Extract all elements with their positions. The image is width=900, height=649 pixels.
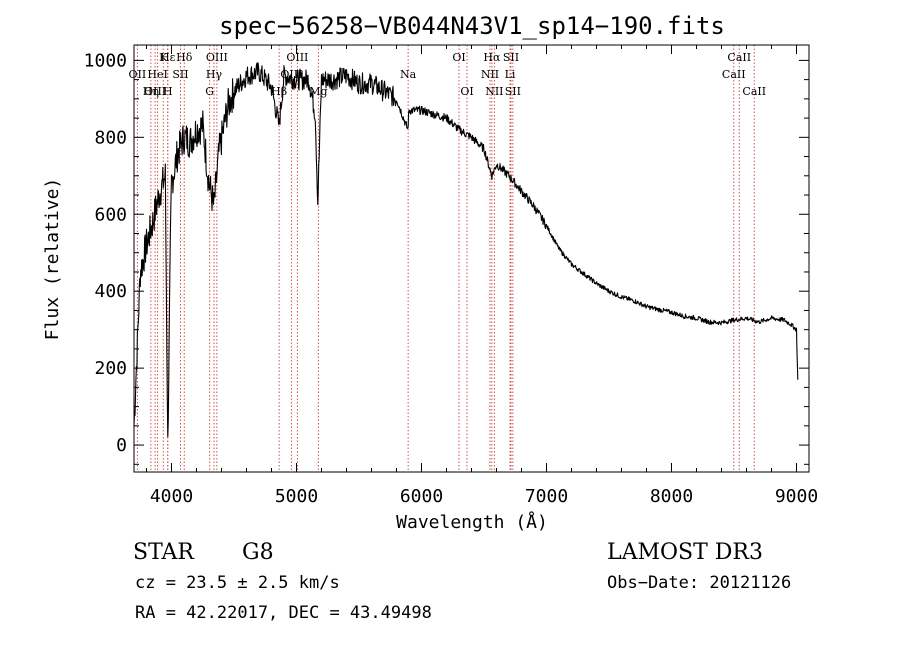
spectral-line-label: SII bbox=[503, 51, 519, 64]
x-axis-label: Wavelength (Å) bbox=[396, 511, 548, 533]
spectral-line-label: OIII bbox=[286, 51, 308, 64]
object-class: STAR bbox=[133, 540, 194, 565]
spectral-line-markers bbox=[136, 45, 755, 472]
x-tick-label: 5000 bbox=[275, 486, 318, 507]
spectral-line-label: K bbox=[159, 51, 168, 64]
spectral-line-label: NII bbox=[485, 85, 503, 98]
spectrum-series bbox=[133, 62, 799, 438]
spectral-line-label: CaII bbox=[722, 68, 746, 81]
y-tick-label: 800 bbox=[94, 127, 127, 148]
spectral-line-label: NII bbox=[481, 68, 499, 81]
coordinates: RA = 42.22017, DEC = 43.49498 bbox=[135, 603, 432, 623]
spectral-line-label: Hα bbox=[483, 51, 501, 64]
y-tick-label: 0 bbox=[116, 435, 127, 456]
object-subclass: G8 bbox=[242, 540, 274, 565]
x-tick-label: 6000 bbox=[400, 486, 443, 507]
spectral-line-label: OIII bbox=[144, 85, 166, 98]
survey-name: LAMOST DR3 bbox=[607, 540, 763, 565]
spectral-line-label: Na bbox=[400, 68, 417, 81]
y-axis-label: Flux (relative) bbox=[42, 178, 63, 341]
spectral-line-label: G bbox=[205, 85, 214, 98]
spectral-line-label: Hε bbox=[160, 51, 176, 64]
spectral-line-label: OI bbox=[452, 51, 465, 64]
spectral-line-label: Mg bbox=[309, 85, 327, 98]
spectral-line-label: SII bbox=[172, 68, 188, 81]
x-tick-label: 8000 bbox=[650, 486, 693, 507]
spectral-line-label: SII bbox=[505, 85, 521, 98]
spectral-line-label: OIII bbox=[206, 51, 228, 64]
spectral-line-label: H bbox=[163, 85, 173, 98]
y-axis-ticks: 0 200 400 600 800 1000 bbox=[84, 50, 809, 465]
x-tick-label: 4000 bbox=[150, 486, 193, 507]
spectral-line-label: Hη bbox=[143, 85, 159, 98]
x-tick-label: 9000 bbox=[775, 486, 818, 507]
spectral-line-label: Li bbox=[505, 68, 516, 81]
spectral-line-label: CaII bbox=[727, 51, 751, 64]
spectral-line-label: Hγ bbox=[206, 68, 223, 81]
y-tick-label: 1000 bbox=[84, 50, 127, 71]
y-tick-label: 600 bbox=[94, 204, 127, 225]
x-axis-ticks: 4000 5000 6000 7000 8000 9000 bbox=[146, 45, 818, 507]
y-tick-label: 200 bbox=[94, 358, 127, 379]
spectral-line-label: OII bbox=[129, 68, 147, 81]
spectral-line-label: CaII bbox=[742, 85, 766, 98]
spectral-line-label: HeI bbox=[147, 68, 167, 81]
spectral-line-label: OI bbox=[460, 85, 473, 98]
spectral-line-label: Hδ bbox=[176, 51, 193, 64]
observation-date: Obs−Date: 20121126 bbox=[607, 573, 792, 593]
y-tick-label: 400 bbox=[94, 281, 127, 302]
redshift-cz: cz = 23.5 ± 2.5 km/s bbox=[135, 573, 340, 593]
x-tick-label: 7000 bbox=[525, 486, 568, 507]
chart-title: spec−56258−VB044N43V1_sp14−190.fits bbox=[219, 12, 725, 40]
